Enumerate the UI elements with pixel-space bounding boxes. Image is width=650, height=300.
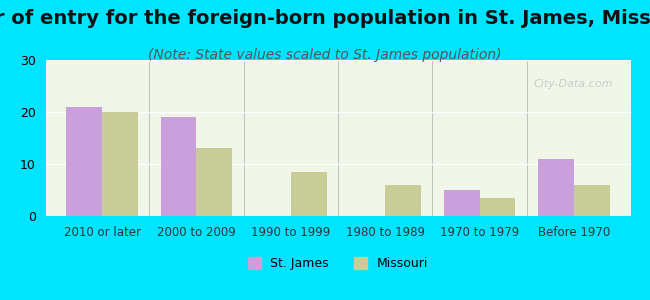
- Text: (Note: State values scaled to St. James population): (Note: State values scaled to St. James …: [148, 48, 502, 62]
- Bar: [480, 198, 515, 216]
- Legend: St. James, Missouri: St. James, Missouri: [243, 252, 433, 275]
- Bar: [574, 185, 610, 216]
- Bar: [161, 117, 196, 216]
- Text: Year of entry for the foreign-born population in St. James, Missouri: Year of entry for the foreign-born popul…: [0, 9, 650, 28]
- Bar: [66, 107, 102, 216]
- Bar: [444, 190, 480, 216]
- Bar: [385, 185, 421, 216]
- Bar: [196, 148, 232, 216]
- Bar: [291, 172, 327, 216]
- Bar: [102, 112, 138, 216]
- Text: City-Data.com: City-Data.com: [534, 79, 613, 89]
- Bar: [538, 159, 574, 216]
